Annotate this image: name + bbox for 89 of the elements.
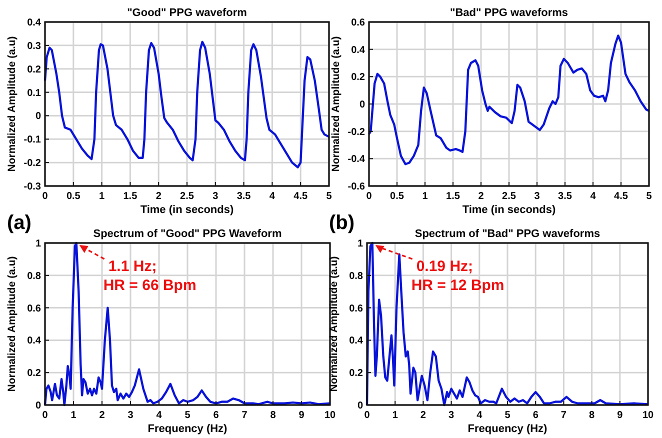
x-axis-title: Frequency (Hz)	[468, 423, 548, 435]
x-tick-label: 1.5	[123, 191, 138, 202]
x-tick-label: 4.5	[614, 191, 628, 202]
x-tick-label: 2	[420, 410, 426, 421]
y-axis-title: Normalized Amplitude (a.u)	[330, 36, 342, 172]
x-tick-label: 2.5	[502, 191, 516, 202]
x-tick-label: 0	[42, 191, 48, 202]
x-tick-label: 0	[366, 191, 372, 202]
x-tick-label: 1	[392, 410, 398, 421]
y-tick-label: 1	[357, 238, 364, 250]
y-tick-label: -0.1	[24, 134, 42, 146]
x-tick-label: 1	[99, 191, 106, 202]
x-tick-label: 4	[476, 410, 483, 421]
x-tick-label: 3	[212, 191, 219, 202]
x-tick-label: 5	[326, 191, 332, 202]
x-tick-label: 6	[532, 410, 539, 421]
y-tick-label: 0.2	[27, 64, 42, 76]
x-tick-label: 10	[642, 410, 654, 421]
line-series	[368, 34, 650, 166]
x-tick-label: 3.5	[236, 191, 252, 202]
y-tick-label: -0.2	[348, 126, 366, 138]
y-tick-label: -0.3	[24, 182, 42, 192]
x-tick-label: 4.5	[294, 191, 308, 202]
x-axis-title: Frequency (Hz)	[148, 423, 228, 435]
x-tick-label: 3	[128, 410, 134, 421]
y-tick-label: -0.2	[24, 158, 42, 170]
y-tick-label: 0.6	[27, 303, 42, 314]
x-tick-label: 1	[70, 410, 77, 421]
y-tick-label: 0.8	[27, 270, 42, 282]
x-tick-label: 3	[534, 191, 540, 202]
y-tick-label: 0.3	[27, 40, 42, 52]
x-tick-label: 5	[504, 410, 511, 421]
x-tick-label: 2.5	[180, 191, 194, 202]
x-tick-label: 0.5	[390, 191, 404, 202]
x-tick-label: 2	[478, 191, 484, 202]
x-tick-label: 4	[156, 410, 162, 421]
y-tick-label: 0.6	[349, 303, 364, 314]
x-tick-label: 1	[422, 191, 428, 202]
y-axis-title: Normalized Amplitude (a.u)	[6, 36, 18, 172]
x-axis-title: Time (in seconds)	[140, 204, 234, 216]
x-tick-label: 4	[269, 191, 276, 202]
y-tick-label: 0	[35, 400, 42, 412]
x-tick-label: 6	[213, 410, 220, 421]
line-series	[366, 242, 650, 406]
y-axis-title: Normalized Amplitude (a.u)	[6, 256, 18, 392]
chart-title: Spectrum of "Good" PPG Waveform	[93, 228, 282, 240]
y-tick-label: -0.6	[348, 182, 366, 192]
y-tick-label: 0.2	[27, 368, 42, 380]
y-tick-label: -0.4	[348, 154, 366, 166]
x-tick-label: 2	[99, 410, 106, 421]
x-tick-label: 9	[298, 410, 305, 421]
x-tick-label: 2	[156, 191, 162, 202]
text: (b)	[329, 212, 355, 234]
y-tick-label: 0.4	[27, 336, 42, 347]
x-tick-label: 3	[448, 410, 455, 421]
y-tick-label: 0.1	[27, 88, 42, 99]
y-tick-label: 0.4	[27, 18, 42, 28]
y-axis-title: Normalized Amplitude (a.u)	[328, 256, 340, 392]
y-tick-label: 0.4	[351, 44, 366, 56]
chart-title: Spectrum of "Bad" PPG waveforms	[414, 228, 600, 240]
x-tick-label: 5	[646, 191, 652, 202]
text: (a)	[7, 212, 32, 234]
x-tick-label: 7	[560, 410, 567, 421]
y-tick-label: 0	[357, 400, 364, 412]
y-tick-label: 0.6	[351, 18, 366, 28]
x-tick-label: 0	[42, 410, 48, 421]
y-tick-label: 0.4	[349, 336, 364, 347]
chart-title: "Bad" PPG waveforms	[450, 7, 568, 19]
y-tick-label: 0	[359, 100, 366, 110]
x-tick-label: 0.5	[66, 191, 81, 202]
x-tick-label: 8	[270, 410, 276, 421]
annotation: 1.1 Hz; HR = 66 Bpm	[103, 258, 196, 294]
x-tick-label: 8	[589, 410, 596, 421]
x-tick-label: 7	[242, 410, 248, 421]
y-tick-label: 1	[35, 238, 42, 250]
chart-title: "Good" PPG waveform	[127, 7, 248, 19]
annotation: 0.19 Hz; HR = 12 Bpm	[411, 258, 504, 294]
y-tick-label: 0.2	[351, 72, 366, 84]
x-tick-label: 10	[324, 410, 336, 421]
x-axis-title: Time (in seconds)	[462, 204, 556, 216]
x-tick-label: 9	[617, 410, 624, 421]
x-tick-label: 5	[184, 410, 191, 421]
x-tick-label: 4	[590, 191, 596, 202]
line-series	[44, 40, 330, 168]
y-tick-label: 0.2	[349, 368, 364, 380]
x-tick-label: 3.5	[558, 191, 572, 202]
x-tick-label: 1.5	[446, 191, 460, 202]
y-tick-label: 0.8	[349, 270, 364, 282]
y-tick-label: 0	[35, 111, 42, 122]
